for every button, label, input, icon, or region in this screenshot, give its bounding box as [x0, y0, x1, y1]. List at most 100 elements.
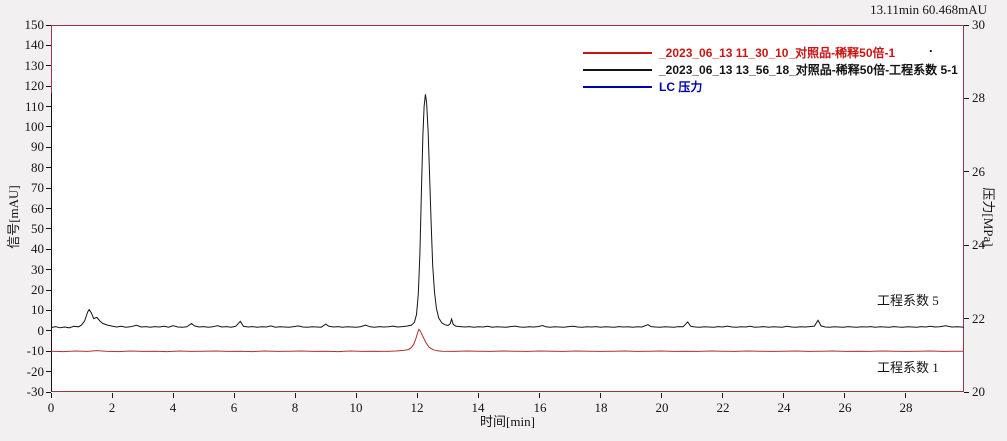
- y-left-tick-label: -30: [26, 384, 44, 399]
- y-left-tick: [46, 65, 51, 66]
- y-left-axis-title: 信号[mAU]: [6, 185, 21, 249]
- y-left-tick-label: 30: [31, 262, 44, 277]
- y-left-tick-label: 140: [24, 37, 45, 52]
- y-left-tick-label: 70: [31, 180, 44, 195]
- legend-label: LC 压力: [659, 80, 703, 94]
- y-left-tick-label: -10: [26, 343, 44, 358]
- y-right-tick: [964, 318, 969, 319]
- x-tick: [722, 393, 723, 398]
- y-right-tick: [964, 171, 969, 172]
- y-right-tick: [964, 25, 969, 26]
- y-right-tick-label: 24: [972, 237, 985, 252]
- y-left-tick-label: 120: [24, 78, 45, 93]
- x-tick: [661, 393, 662, 398]
- x-tick: [417, 393, 418, 398]
- y-left-tick: [46, 147, 51, 148]
- legend-label: _2023_06_13 13_56_18_对照品-稀释50倍-工程系数 5-1: [659, 63, 958, 77]
- x-tick: [539, 393, 540, 398]
- y-right-tick-label: 28: [972, 90, 985, 105]
- y-left-tick-label: 0: [37, 323, 45, 338]
- y-left-tick-label: 80: [31, 160, 44, 175]
- legend-label: _2023_06_13 11_30_10_对照品-稀释50倍-1: [659, 46, 896, 60]
- x-tick-label: 22: [716, 400, 730, 415]
- x-tick-label: 10: [349, 400, 363, 415]
- y-left-tick: [46, 188, 51, 189]
- y-left-tick: [46, 371, 51, 372]
- y-left-tick: [46, 249, 51, 250]
- y-left-tick-label: 50: [31, 221, 44, 236]
- y-left-tick: [46, 45, 51, 46]
- legend-line-black: [583, 68, 652, 71]
- x-tick: [600, 393, 601, 398]
- trace-label-factor-1: 工程系数 1: [877, 360, 939, 375]
- y-right-tick: [964, 245, 969, 246]
- y-left-tick-label: 150: [24, 17, 45, 32]
- x-tick: [905, 393, 906, 398]
- x-tick-label: 6: [230, 400, 238, 415]
- legend: _2023_06_13 11_30_10_对照品-稀释50倍-1 _2023_0…: [583, 44, 958, 95]
- x-tick-label: 16: [533, 400, 547, 415]
- trace-signal: [51, 94, 964, 329]
- y-left-tick: [46, 290, 51, 291]
- y-right-tick-label: 20: [972, 384, 985, 399]
- x-tick-label: 26: [838, 400, 852, 415]
- x-tick: [783, 393, 784, 398]
- trace-label-factor-5: 工程系数 5: [877, 293, 939, 308]
- y-right-tick: [964, 98, 969, 99]
- y-left-tick-label: 20: [31, 282, 44, 297]
- y-left-tick: [46, 351, 51, 352]
- legend-line-blue: [583, 85, 652, 88]
- y-left-tick: [46, 25, 51, 26]
- x-tick-label: 8: [291, 400, 299, 415]
- x-tick-label: 28: [899, 400, 913, 415]
- x-axis-title: 时间[min]: [480, 414, 535, 429]
- y-left-tick-label: 10: [31, 302, 44, 317]
- y-left-tick: [46, 208, 51, 209]
- x-tick-label: 4: [169, 400, 177, 415]
- y-left-tick: [46, 330, 51, 331]
- y-left-tick-label: 40: [31, 241, 44, 256]
- x-tick-label: 12: [410, 400, 424, 415]
- x-tick: [356, 393, 357, 398]
- y-right-tick-label: 26: [972, 164, 985, 179]
- y-left-tick-label: 130: [24, 58, 45, 73]
- chromatogram-traces: [51, 25, 964, 392]
- x-tick-label: 24: [777, 400, 791, 415]
- x-tick: [173, 393, 174, 398]
- y-left-tick: [46, 392, 51, 393]
- x-tick-label: 14: [471, 400, 485, 415]
- x-tick: [112, 393, 113, 398]
- y-left-tick: [46, 167, 51, 168]
- y-left-tick: [46, 310, 51, 311]
- legend-stray-mark: .: [929, 40, 933, 55]
- y-right-tick-label: 30: [972, 17, 985, 32]
- x-tick: [234, 393, 235, 398]
- plot-frame: [51, 25, 964, 392]
- y-left-tick: [46, 269, 51, 270]
- cursor-readout: 13.11min 60.468mAU: [870, 2, 987, 17]
- legend-item-reference-50x-factor5[interactable]: _2023_06_13 13_56_18_对照品-稀释50倍-工程系数 5-1: [583, 61, 958, 78]
- legend-item-reference-50x[interactable]: _2023_06_13 11_30_10_对照品-稀释50倍-1: [583, 44, 958, 61]
- x-tick-label: 0: [47, 400, 55, 415]
- y-left-tick-label: 110: [24, 99, 44, 114]
- y-left-tick-label: 100: [24, 119, 45, 134]
- legend-item-lc-pressure[interactable]: LC 压力: [583, 78, 958, 95]
- y-left-tick-label: 90: [31, 139, 44, 154]
- y-right-tick: [964, 392, 969, 393]
- y-left-tick: [46, 228, 51, 229]
- y-left-tick-label: -20: [26, 364, 44, 379]
- legend-line-red: [583, 51, 652, 54]
- y-right-axis-title: 压力[MPa]: [981, 187, 996, 247]
- x-tick-label: 2: [108, 400, 116, 415]
- y-right-tick-label: 22: [972, 311, 985, 326]
- trace-signal: [51, 328, 964, 353]
- y-left-tick-label: 60: [31, 201, 44, 216]
- y-left-tick: [46, 126, 51, 127]
- chromatogram-plot-area[interactable]: [51, 25, 964, 392]
- x-tick: [51, 393, 52, 398]
- x-tick-label: 18: [594, 400, 608, 415]
- x-tick: [844, 393, 845, 398]
- x-tick: [478, 393, 479, 398]
- x-tick-label: 20: [655, 400, 669, 415]
